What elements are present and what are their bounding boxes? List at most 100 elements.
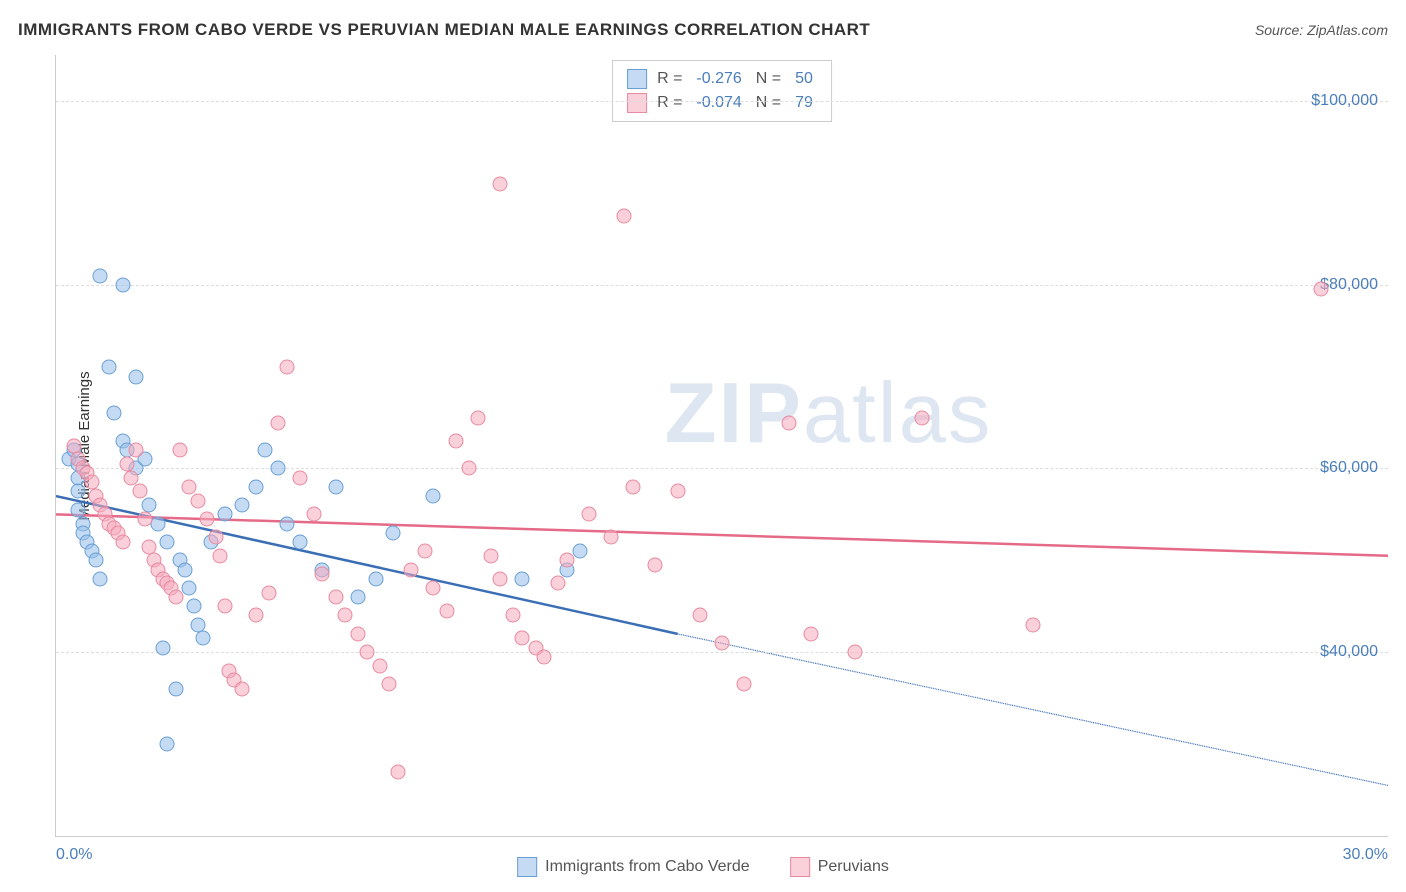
data-point <box>670 484 685 499</box>
data-point <box>368 571 383 586</box>
data-point <box>604 530 619 545</box>
data-point <box>191 493 206 508</box>
trend-lines <box>56 55 1388 836</box>
data-point <box>426 489 441 504</box>
data-point <box>213 548 228 563</box>
data-point <box>350 626 365 641</box>
data-point <box>315 567 330 582</box>
data-point <box>293 470 308 485</box>
n-value-0: 50 <box>795 70 813 88</box>
data-point <box>715 636 730 651</box>
data-point <box>279 516 294 531</box>
legend-item-1: Peruvians <box>790 857 889 877</box>
data-point <box>173 443 188 458</box>
data-point <box>417 544 432 559</box>
data-point <box>337 608 352 623</box>
data-point <box>550 576 565 591</box>
data-point <box>617 208 632 223</box>
data-point <box>373 659 388 674</box>
data-point <box>1314 282 1329 297</box>
data-point <box>248 479 263 494</box>
data-point <box>328 479 343 494</box>
data-point <box>88 553 103 568</box>
data-point <box>515 571 530 586</box>
gridline <box>56 101 1388 102</box>
data-point <box>120 456 135 471</box>
data-point <box>515 631 530 646</box>
data-point <box>306 507 321 522</box>
data-point <box>142 498 157 513</box>
watermark: ZIPatlas <box>665 365 993 463</box>
y-tick-label: $40,000 <box>1320 643 1378 661</box>
data-point <box>271 461 286 476</box>
data-point <box>93 571 108 586</box>
y-tick-label: $100,000 <box>1311 92 1378 110</box>
data-point <box>506 608 521 623</box>
data-point <box>71 484 86 499</box>
data-point <box>484 548 499 563</box>
data-point <box>133 484 148 499</box>
data-point <box>195 631 210 646</box>
chart-title: IMMIGRANTS FROM CABO VERDE VS PERUVIAN M… <box>18 20 870 40</box>
data-point <box>350 590 365 605</box>
data-point <box>235 498 250 513</box>
data-point <box>279 360 294 375</box>
gridline <box>56 285 1388 286</box>
data-point <box>470 410 485 425</box>
data-point <box>328 590 343 605</box>
data-point <box>262 585 277 600</box>
data-point <box>257 443 272 458</box>
data-point <box>461 461 476 476</box>
data-point <box>803 626 818 641</box>
data-point <box>168 681 183 696</box>
r-value-1: -0.074 <box>696 94 741 112</box>
data-point <box>271 415 286 430</box>
stats-row-0: R = -0.276 N = 50 <box>627 67 817 91</box>
data-point <box>390 764 405 779</box>
data-point <box>248 608 263 623</box>
data-point <box>439 603 454 618</box>
r-value-0: -0.276 <box>696 70 741 88</box>
data-point <box>235 681 250 696</box>
data-point <box>155 640 170 655</box>
data-point <box>692 608 707 623</box>
legend-item-0: Immigrants from Cabo Verde <box>517 857 750 877</box>
data-point <box>293 534 308 549</box>
data-point <box>186 599 201 614</box>
stats-row-1: R = -0.074 N = 79 <box>627 91 817 115</box>
data-point <box>177 562 192 577</box>
x-tick-1: 30.0% <box>1343 846 1388 864</box>
data-point <box>128 369 143 384</box>
n-value-1: 79 <box>795 94 813 112</box>
stats-legend: R = -0.276 N = 50 R = -0.074 N = 79 <box>612 60 832 122</box>
data-point <box>426 580 441 595</box>
swatch-icon <box>627 69 647 89</box>
swatch-icon <box>627 93 647 113</box>
data-point <box>737 677 752 692</box>
data-point <box>217 599 232 614</box>
x-tick-0: 0.0% <box>56 846 92 864</box>
y-tick-label: $80,000 <box>1320 276 1378 294</box>
data-point <box>781 415 796 430</box>
data-point <box>199 512 214 527</box>
plot-area: ZIPatlas R = -0.276 N = 50 R = -0.074 N … <box>55 55 1388 837</box>
data-point <box>848 645 863 660</box>
data-point <box>93 268 108 283</box>
source-label: Source: ZipAtlas.com <box>1255 22 1388 38</box>
gridline <box>56 468 1388 469</box>
y-tick-label: $60,000 <box>1320 459 1378 477</box>
data-point <box>404 562 419 577</box>
data-point <box>559 553 574 568</box>
data-point <box>359 645 374 660</box>
data-point <box>115 534 130 549</box>
data-point <box>102 360 117 375</box>
data-point <box>1025 617 1040 632</box>
data-point <box>142 539 157 554</box>
data-point <box>448 433 463 448</box>
data-point <box>493 176 508 191</box>
data-point <box>160 534 175 549</box>
data-point <box>124 470 139 485</box>
data-point <box>914 410 929 425</box>
data-point <box>493 571 508 586</box>
data-point <box>191 617 206 632</box>
